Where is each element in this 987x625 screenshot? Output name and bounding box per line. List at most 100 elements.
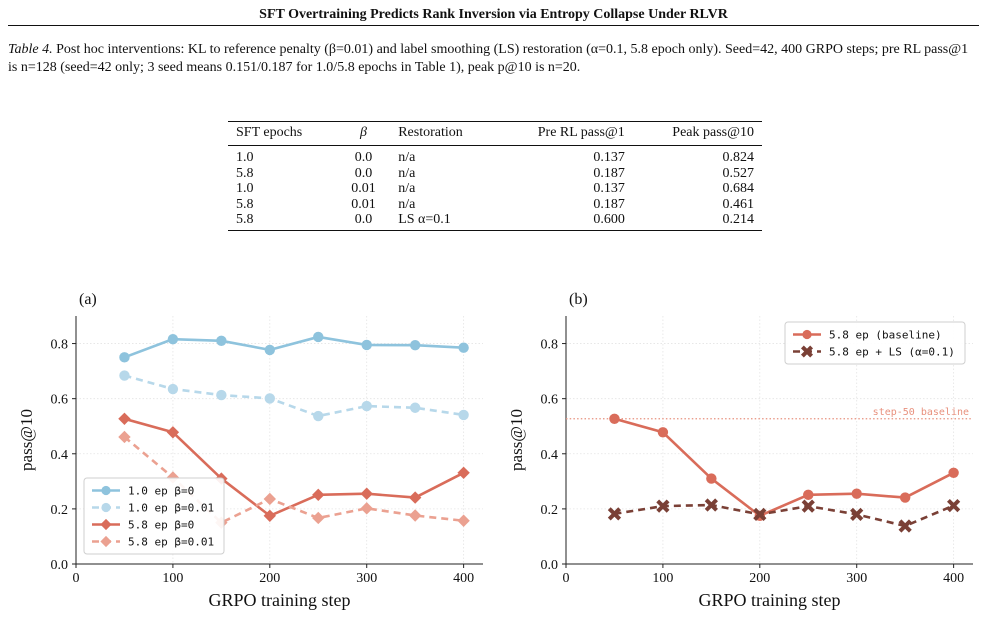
cell-restoration: LS α=0.1 — [390, 212, 497, 231]
cell-restoration: n/a — [398, 150, 416, 165]
results-table: SFT epochs β Restoration Pre RL pass@1 P… — [228, 121, 762, 231]
y-tick-label: 0.8 — [541, 338, 559, 353]
data-point — [753, 507, 767, 522]
y-tick-label: 0.8 — [51, 338, 69, 353]
table-row: 5.8 0.01 n/a 0.187 0.461 — [228, 197, 762, 213]
data-point — [801, 499, 815, 513]
legend-label: 1.0 ep β=0.01 — [128, 502, 214, 515]
data-point — [167, 383, 179, 395]
data-point — [360, 502, 373, 515]
col-header-pre-rl-pass1: Pre RL pass@1 — [496, 121, 633, 146]
data-point — [264, 344, 276, 356]
x-axis-title: GRPO training step — [209, 590, 351, 610]
data-point — [119, 370, 130, 381]
data-point — [360, 487, 373, 500]
data-point — [167, 333, 179, 345]
x-tick-label: 300 — [846, 571, 867, 586]
series-0 — [119, 331, 469, 363]
cell-restoration: n/a — [398, 196, 416, 212]
x-tick-label: 200 — [749, 571, 770, 586]
data-point — [803, 489, 814, 501]
data-point — [850, 507, 864, 522]
x-tick-label: 0 — [73, 571, 80, 586]
legend: 1.0 ep β=0 1.0 ep β=0.01 5.8 ep β=0 5.8 ep … — [83, 477, 225, 555]
cell-restoration: n/a — [398, 181, 416, 196]
col-header-restoration: Restoration — [390, 121, 497, 146]
data-point — [361, 400, 372, 412]
data-point — [898, 519, 912, 533]
legend-label: 5.8 ep (baseline) — [829, 329, 942, 342]
table-row: 5.8 0.0 n/a 0.187 0.527 — [228, 166, 762, 182]
data-point — [118, 412, 131, 425]
data-point — [458, 409, 469, 421]
legend-label: 5.8 ep β=0.01 — [128, 536, 214, 549]
cell-beta: 0.0 — [336, 212, 391, 231]
x-tick-label: 100 — [162, 571, 183, 586]
data-point — [361, 339, 372, 351]
cell-sft-epochs: 1.0 — [236, 181, 254, 196]
y-tick-label: 0.6 — [541, 393, 559, 408]
table-row: 5.8 0.0 LS α=0.1 0.600 0.214 — [228, 212, 762, 231]
cell-peak-pass10: 0.684 — [722, 181, 755, 196]
y-axis-title: pass@10 — [507, 409, 526, 471]
cell-pre-rl-pass1: 0.137 — [593, 150, 625, 165]
x-tick-label: 0 — [563, 571, 570, 586]
legend-marker — [800, 345, 814, 358]
data-point — [656, 499, 670, 513]
data-point — [657, 427, 669, 438]
x-tick-label: 300 — [356, 571, 377, 586]
legend-label: 5.8 ep + LS (α=0.1) — [829, 346, 955, 359]
series-0 — [609, 413, 959, 521]
legend-box — [83, 477, 225, 555]
data-point — [409, 340, 421, 351]
cell-sft-epochs: 5.8 — [228, 212, 337, 231]
cell-pre-rl-pass1: 0.187 — [593, 196, 625, 212]
header-rule — [8, 25, 979, 26]
series-1 — [607, 498, 961, 533]
chart-panel-a: 0 100 200 300 400 0.0 0.2 0.4 0.6 0.8 GRPO trainin… — [17, 291, 483, 610]
y-tick-label: 0.4 — [51, 448, 69, 463]
y-tick-label: 0.4 — [541, 448, 559, 463]
data-point — [119, 352, 130, 363]
series-line — [614, 417, 955, 518]
x-tick-label: 200 — [259, 571, 280, 586]
data-point — [706, 473, 717, 484]
table-row: 1.0 0.0 n/a 0.137 0.824 — [228, 146, 762, 166]
legend: 5.8 ep (baseline) 5.8 ep + LS (α=0.1) — [784, 321, 966, 365]
series-line — [124, 417, 465, 518]
data-point — [166, 426, 180, 439]
data-point — [216, 389, 227, 401]
data-point — [704, 498, 718, 512]
panel-label: (b) — [569, 291, 588, 308]
reference-line-label: step-50 baseline — [873, 407, 969, 418]
table-header-row: SFT epochs β Restoration Pre RL pass@1 P… — [228, 121, 762, 146]
cell-peak-pass10: 0.824 — [722, 150, 755, 165]
panel-label: (a) — [79, 291, 97, 308]
data-point — [457, 466, 470, 479]
series-line — [614, 503, 955, 528]
cell-restoration: n/a — [398, 165, 416, 181]
x-axis-title: GRPO training step — [699, 590, 841, 610]
series-line — [124, 374, 464, 418]
cell-peak-pass10: 0.214 — [632, 212, 762, 231]
series-line — [123, 335, 464, 359]
data-point — [457, 514, 470, 527]
cell-pre-rl-pass1: 0.600 — [496, 212, 633, 231]
caption-text: Post hoc interventions: KL to reference … — [8, 42, 972, 75]
x-tick-label: 400 — [943, 571, 964, 586]
data-point — [409, 402, 421, 413]
y-tick-label: 0.2 — [541, 503, 559, 518]
chart-panel-b: 0 100 200 300 400 0.0 0.2 0.4 0.6 0.8 GRPO trainin… — [507, 291, 973, 610]
y-tick-label: 0.2 — [51, 503, 69, 518]
data-point — [264, 393, 276, 404]
cell-sft-epochs: 1.0 — [236, 150, 254, 165]
cell-beta: 0.0 — [354, 150, 373, 165]
x-tick-label: 400 — [453, 571, 474, 586]
col-header-beta: β — [336, 121, 391, 146]
y-tick-label: 0.0 — [541, 558, 559, 573]
cell-sft-epochs: 5.8 — [236, 165, 254, 181]
col-header-peak-pass10: Peak pass@10 — [632, 121, 762, 146]
legend-marker — [100, 535, 112, 548]
legend-marker — [802, 329, 812, 340]
data-point — [216, 335, 227, 346]
